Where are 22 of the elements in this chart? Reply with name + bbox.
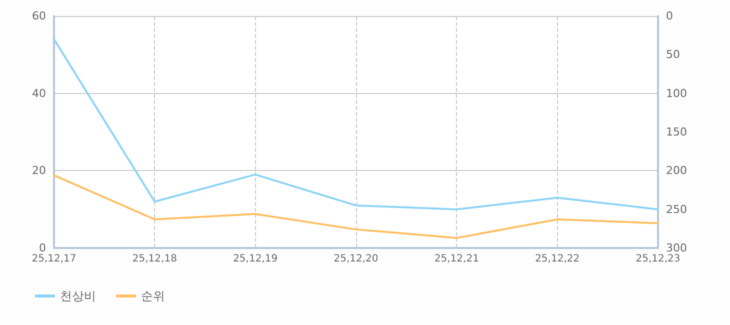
y2-tick-label: 200: [666, 164, 687, 178]
y2-tick-label: 300: [666, 242, 687, 254]
x-tick-label: 25,12,22: [535, 254, 580, 264]
y-tick-label: 0: [39, 242, 46, 254]
x-tick-label: 25,12,20: [334, 254, 378, 264]
y2-tick-label: 250: [666, 202, 687, 216]
y-tick-label: 40: [32, 86, 46, 100]
y-tick-label: 60: [32, 10, 46, 22]
legend-label: 천상비: [60, 289, 96, 303]
x-tick-label: 25,12,19: [233, 254, 278, 264]
y2-tick-label: 150: [666, 126, 687, 138]
line-series: [53, 174, 659, 239]
x-tick-label: 25,12,23: [636, 254, 680, 264]
x-tick-label: 25,12,17: [32, 254, 76, 264]
x-tick-label: 25,12,18: [132, 254, 177, 264]
x-tick-label: 25,12,21: [434, 254, 479, 264]
y2-tick-label: 0: [666, 10, 673, 22]
y-tick-label: 20: [32, 164, 46, 178]
y2-tick-label: 100: [666, 86, 687, 100]
legend-label: 순위: [141, 289, 165, 303]
line-series: [53, 38, 659, 210]
y2-tick-label: 50: [666, 48, 680, 62]
